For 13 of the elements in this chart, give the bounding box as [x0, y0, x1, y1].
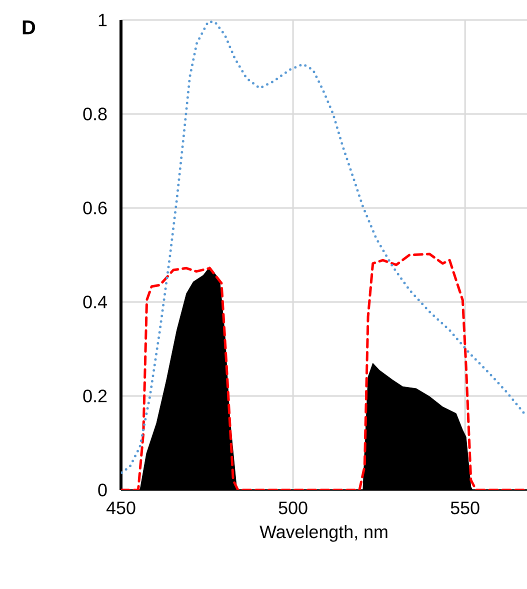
text: D: [22, 20, 36, 34]
line-series: [121, 252, 527, 490]
y-tick-label: 0.2: [83, 390, 107, 402]
x-tick-label: 500: [278, 502, 308, 514]
y-tick-label: 0.4: [83, 296, 107, 308]
y-tick-label: 0: [98, 484, 107, 496]
line-series: [121, 20, 526, 474]
x-tick-label: 450: [106, 502, 136, 514]
y-tick-label: 0.8: [83, 108, 107, 120]
y-tick-label: 0.6: [83, 202, 107, 214]
x-tick-label: 550: [450, 502, 480, 514]
x-axis-title: Wavelength, nm: [260, 525, 388, 542]
y-tick-label: 1: [98, 14, 107, 26]
